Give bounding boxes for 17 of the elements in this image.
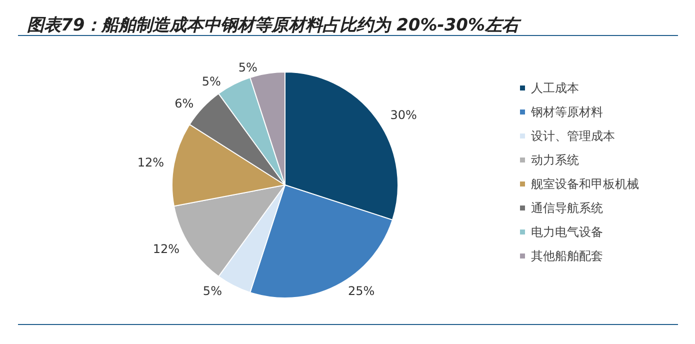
legend-label: 通信导航系统	[531, 201, 603, 215]
legend-label: 钢材等原材料	[530, 105, 603, 119]
data-label: 5%	[238, 60, 258, 74]
legend-label: 舰室设备和甲板机械	[531, 177, 639, 191]
data-label: 6%	[174, 96, 194, 111]
legend-label: 电力电气设备	[531, 225, 603, 239]
legend-label: 设计、管理成本	[531, 129, 615, 143]
data-label: 12%	[137, 156, 164, 170]
data-label: 12%	[152, 242, 180, 256]
data-label: 5%	[202, 74, 221, 88]
data-label: 25%	[348, 284, 375, 298]
chart-title: 图表79：船舶制造成本中钢材等原材料占比约为 20%-30%左右	[27, 16, 522, 36]
data-label: 30%	[390, 108, 417, 122]
legend-label: 其他船舶配套	[531, 249, 603, 263]
legend-label: 人工成本	[531, 81, 579, 95]
legend-label: 动力系统	[531, 153, 579, 167]
data-label: 5%	[202, 284, 222, 298]
